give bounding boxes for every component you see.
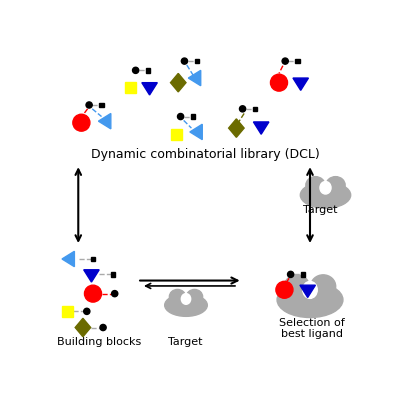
Circle shape xyxy=(282,59,288,65)
Ellipse shape xyxy=(326,177,345,194)
Ellipse shape xyxy=(169,290,185,304)
Text: Target: Target xyxy=(168,336,202,346)
Bar xyxy=(62,306,73,317)
Bar xyxy=(99,103,104,108)
Ellipse shape xyxy=(187,290,203,304)
Text: Dynamic combinatorial library (DCL): Dynamic combinatorial library (DCL) xyxy=(91,148,320,160)
Ellipse shape xyxy=(306,177,325,194)
Circle shape xyxy=(287,271,294,278)
Polygon shape xyxy=(75,318,91,337)
Polygon shape xyxy=(142,83,157,96)
Circle shape xyxy=(73,115,90,132)
Polygon shape xyxy=(293,79,308,91)
Polygon shape xyxy=(62,252,75,267)
Circle shape xyxy=(86,103,92,109)
Bar xyxy=(91,257,96,261)
Ellipse shape xyxy=(284,275,310,298)
Circle shape xyxy=(270,75,287,92)
Polygon shape xyxy=(98,114,111,130)
Circle shape xyxy=(85,286,102,302)
Polygon shape xyxy=(188,71,201,87)
Circle shape xyxy=(112,291,118,297)
Text: Building blocks: Building blocks xyxy=(56,336,141,346)
Ellipse shape xyxy=(165,294,207,316)
Text: Selection of
best ligand: Selection of best ligand xyxy=(279,317,345,338)
Ellipse shape xyxy=(311,275,336,298)
Polygon shape xyxy=(229,119,244,138)
Ellipse shape xyxy=(277,282,343,318)
Bar xyxy=(301,272,305,277)
Bar xyxy=(253,107,257,112)
Bar xyxy=(111,272,116,277)
Bar xyxy=(146,69,150,73)
Polygon shape xyxy=(170,74,186,93)
Ellipse shape xyxy=(303,282,317,299)
Circle shape xyxy=(181,59,187,65)
Ellipse shape xyxy=(300,182,351,209)
Circle shape xyxy=(84,308,90,315)
Circle shape xyxy=(276,282,293,298)
Bar xyxy=(295,60,300,64)
Bar xyxy=(171,130,182,140)
Polygon shape xyxy=(300,286,316,298)
Ellipse shape xyxy=(181,294,191,304)
Ellipse shape xyxy=(320,182,331,194)
Circle shape xyxy=(177,114,184,120)
Bar xyxy=(125,83,136,93)
Bar xyxy=(195,60,199,64)
Polygon shape xyxy=(84,270,99,282)
Circle shape xyxy=(239,107,246,113)
Polygon shape xyxy=(190,125,202,140)
Text: Target: Target xyxy=(303,205,337,215)
Circle shape xyxy=(100,325,106,331)
Bar xyxy=(191,115,195,119)
Circle shape xyxy=(133,68,139,74)
Polygon shape xyxy=(253,123,269,135)
